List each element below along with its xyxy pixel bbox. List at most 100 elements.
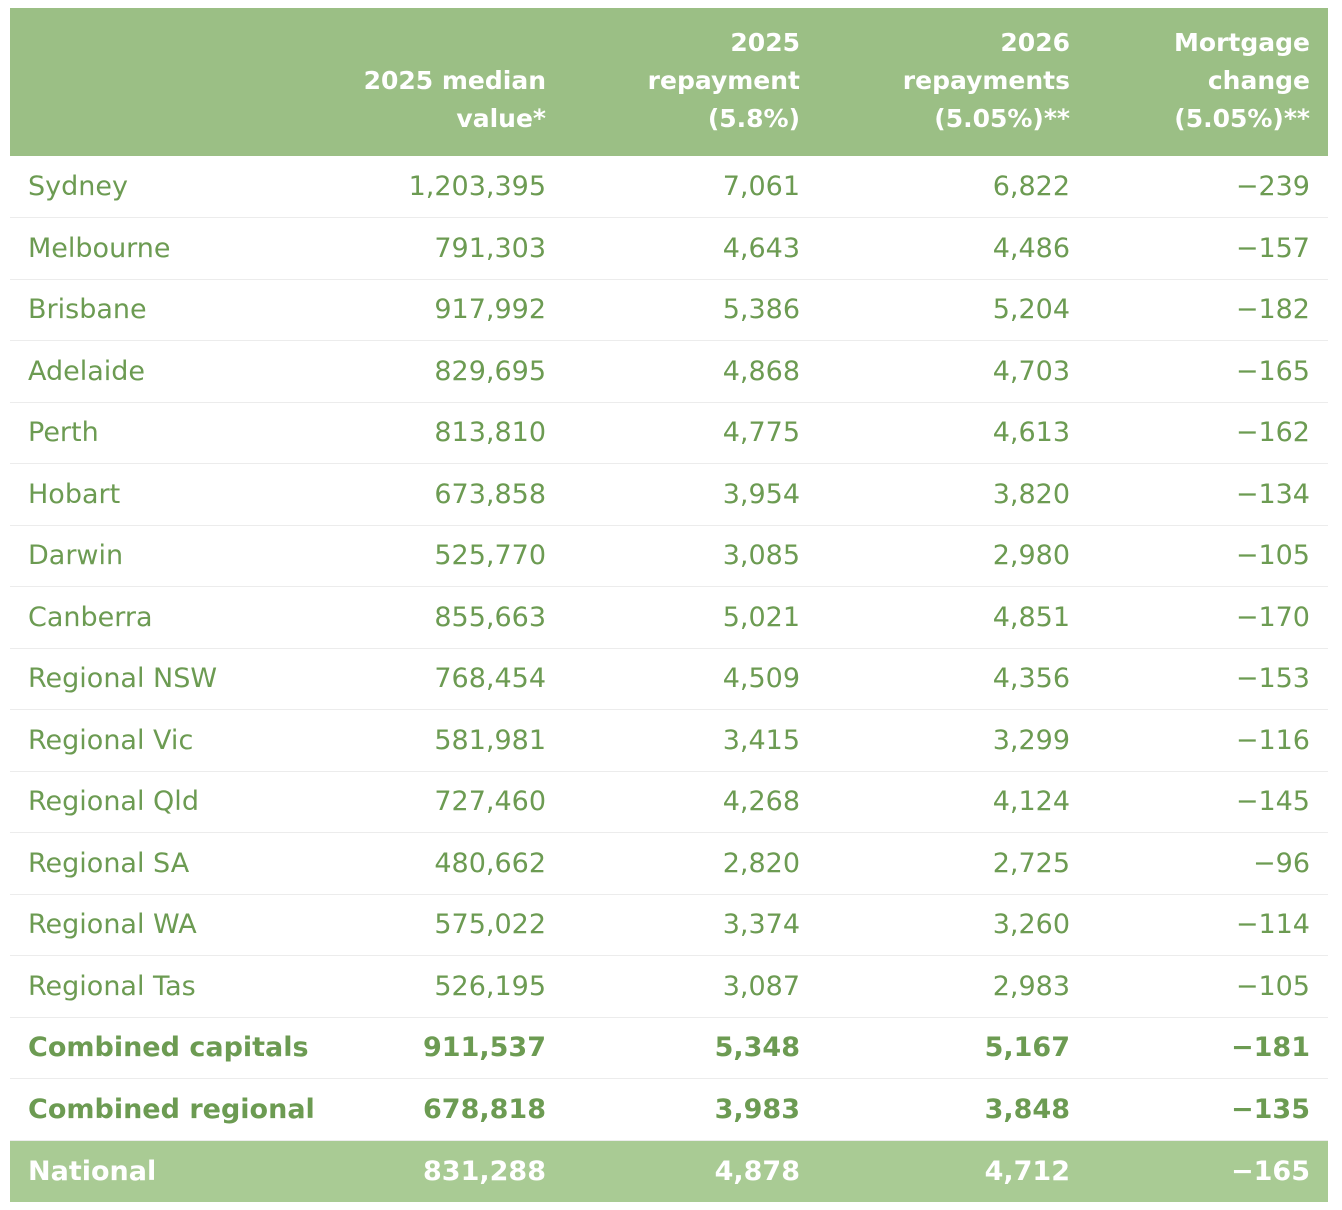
region-label: Regional SA: [28, 847, 190, 879]
region-label: Regional Vic: [28, 724, 194, 756]
repayment-2025-cell: 3,983: [714, 1093, 800, 1125]
repayments-2026-cell: 4,124: [992, 786, 1070, 818]
table-row: Hobart 673,858 3,954 3,820 −134: [10, 464, 1328, 525]
table-row: Combined capitals 911,537 5,348 5,167 −181: [10, 1017, 1328, 1079]
median-value-cell: 575,022: [434, 909, 546, 941]
mortgage-change-cell: −114: [1235, 909, 1310, 941]
mortgage-table-container: 2025 median value* 2025 repayment (5.8%)…: [10, 8, 1328, 1202]
repayments-2026-cell: 6,822: [992, 171, 1070, 202]
repayments-2026-cell: 4,486: [992, 232, 1070, 264]
median-value-cell: 727,460: [434, 786, 546, 818]
repayment-2025-cell: 3,085: [722, 540, 800, 572]
mortgage-change-cell: −153: [1235, 663, 1310, 695]
mortgage-change-cell: −181: [1231, 1032, 1310, 1064]
repayments-2026-cell: 2,983: [992, 970, 1070, 1002]
region-label: Regional Qld: [28, 786, 199, 818]
repayments-2026-cell: 4,613: [992, 417, 1070, 449]
mortgage-change-cell: −182: [1235, 294, 1310, 326]
mortgage-change-cell: −239: [1235, 171, 1310, 202]
mortgage-change-cell: −157: [1235, 232, 1310, 264]
repayment-2025-cell: 4,643: [722, 232, 800, 264]
mortgage-change-cell: −145: [1235, 786, 1310, 818]
median-value-cell: 1,203,395: [408, 171, 546, 202]
mortgage-change-cell: −170: [1235, 601, 1310, 633]
region-label: Perth: [28, 417, 99, 449]
header-2025-repayment: 2025 repayment (5.8%): [647, 28, 800, 133]
median-value-cell: 831,288: [423, 1155, 546, 1187]
region-label: Sydney: [28, 171, 128, 202]
repayments-2026-cell: 4,712: [984, 1155, 1070, 1187]
repayment-2025-cell: 3,415: [722, 724, 800, 756]
repayment-2025-cell: 5,021: [722, 601, 800, 633]
region-label: Canberra: [28, 601, 153, 633]
table-header: 2025 median value* 2025 repayment (5.8%)…: [10, 8, 1328, 156]
repayments-2026-cell: 5,204: [992, 294, 1070, 326]
table-row: Sydney 1,203,395 7,061 6,822 −239: [10, 156, 1328, 218]
repayments-2026-cell: 4,356: [992, 663, 1070, 695]
table-body: Sydney 1,203,395 7,061 6,822 −239 Melbourne 79…: [10, 156, 1328, 1202]
table-row: Canberra 855,663 5,021 4,851 −170: [10, 587, 1328, 648]
repayments-2026-cell: 4,851: [992, 601, 1070, 633]
repayment-2025-cell: 4,868: [722, 355, 800, 387]
repayment-2025-cell: 4,878: [714, 1155, 800, 1187]
repayment-2025-cell: 4,509: [722, 663, 800, 695]
header-region: [10, 8, 350, 156]
median-value-cell: 855,663: [434, 601, 546, 633]
region-label: Combined capitals: [28, 1032, 309, 1064]
median-value-cell: 829,695: [434, 355, 546, 387]
region-label: Regional WA: [28, 909, 197, 941]
table-row: Brisbane 917,992 5,386 5,204 −182: [10, 279, 1328, 341]
table-row: Combined regional 678,818 3,983 3,848 −135: [10, 1079, 1328, 1140]
median-value-cell: 813,810: [434, 417, 546, 449]
mortgage-change-cell: −135: [1231, 1093, 1310, 1125]
repayments-2026-cell: 2,725: [992, 847, 1070, 879]
region-label: Adelaide: [28, 355, 146, 387]
mortgage-change-cell: −134: [1235, 478, 1310, 510]
mortgage-change-cell: −116: [1235, 724, 1310, 756]
table-row: Regional Vic 581,981 3,415 3,299 −116: [10, 710, 1328, 771]
median-value-cell: 791,303: [434, 232, 546, 264]
table-row: Perth 813,810 4,775 4,613 −162: [10, 402, 1328, 464]
mortgage-change-cell: −162: [1235, 417, 1310, 449]
median-value-cell: 911,537: [423, 1032, 546, 1064]
mortgage-change-cell: −96: [1253, 847, 1310, 879]
mortgage-change-cell: −165: [1231, 1155, 1310, 1187]
header-median-value: 2025 median value*: [363, 66, 546, 133]
repayments-2026-cell: 2,980: [992, 540, 1070, 572]
repayment-2025-cell: 7,061: [722, 171, 800, 202]
region-label: Hobart: [28, 478, 121, 510]
median-value-cell: 768,454: [434, 663, 546, 695]
repayments-2026-cell: 3,299: [992, 724, 1070, 756]
mortgage-repayments-table: 2025 median value* 2025 repayment (5.8%)…: [10, 8, 1328, 1202]
table-row: Regional Qld 727,460 4,268 4,124 −145: [10, 771, 1328, 833]
mortgage-change-cell: −165: [1235, 355, 1310, 387]
median-value-cell: 917,992: [434, 294, 546, 326]
repayment-2025-cell: 2,820: [722, 847, 800, 879]
table-row: Regional NSW 768,454 4,509 4,356 −153: [10, 648, 1328, 710]
region-label: Brisbane: [28, 294, 147, 326]
region-label: Regional Tas: [28, 970, 196, 1002]
repayment-2025-cell: 3,954: [722, 478, 800, 510]
repayments-2026-cell: 3,260: [992, 909, 1070, 941]
table-row: Regional SA 480,662 2,820 2,725 −96: [10, 833, 1328, 894]
median-value-cell: 480,662: [434, 847, 546, 879]
mortgage-change-cell: −105: [1235, 540, 1310, 572]
table-row: Adelaide 829,695 4,868 4,703 −165: [10, 341, 1328, 402]
table-row: Regional Tas 526,195 3,087 2,983 −105: [10, 956, 1328, 1017]
median-value-cell: 526,195: [434, 970, 546, 1002]
region-label: Combined regional: [28, 1093, 315, 1125]
repayment-2025-cell: 4,268: [722, 786, 800, 818]
table-row: Melbourne 791,303 4,643 4,486 −157: [10, 218, 1328, 279]
repayments-2026-cell: 5,167: [984, 1032, 1070, 1064]
repayment-2025-cell: 3,087: [722, 970, 800, 1002]
region-label: National: [28, 1155, 157, 1187]
median-value-cell: 673,858: [434, 478, 546, 510]
mortgage-change-cell: −105: [1235, 970, 1310, 1002]
header-2026-repayments: 2026 repayments (5.05%)**: [902, 28, 1070, 133]
repayment-2025-cell: 4,775: [722, 417, 800, 449]
table-row: Darwin 525,770 3,085 2,980 −105: [10, 525, 1328, 587]
repayments-2026-cell: 3,820: [992, 478, 1070, 510]
repayment-2025-cell: 5,386: [722, 294, 800, 326]
region-label: Darwin: [28, 540, 124, 572]
repayment-2025-cell: 3,374: [722, 909, 800, 941]
